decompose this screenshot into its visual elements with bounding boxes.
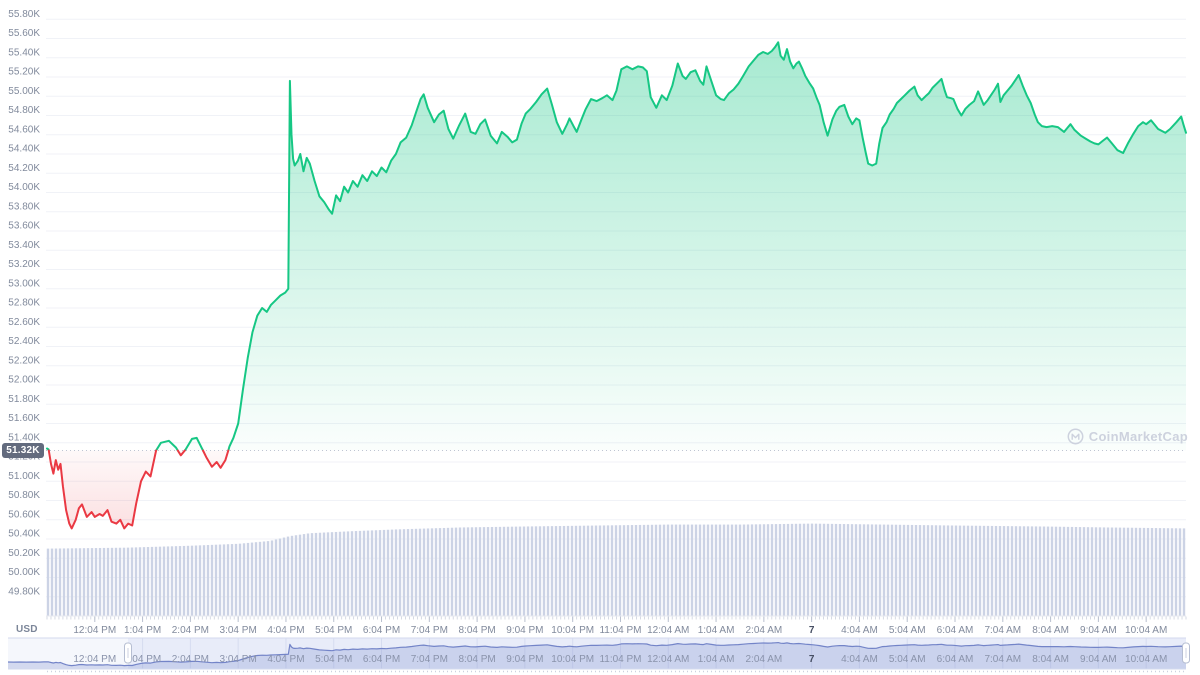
- navigator-tick-label: 4:04 PM: [267, 654, 304, 665]
- navigator-tick-label: 7:04 PM: [411, 654, 448, 665]
- navigator-tick-label: 2:04 PM: [172, 654, 209, 665]
- x-tick-label: 7:04 AM: [984, 625, 1021, 636]
- navigator-tick-label: 10:04 AM: [1125, 654, 1167, 665]
- watermark: CoinMarketCap: [1067, 428, 1188, 445]
- y-tick-label: 55.20K: [8, 67, 40, 78]
- x-tick-label: 10:04 PM: [551, 625, 594, 636]
- navigator-left-handle[interactable]: [124, 642, 132, 664]
- x-tick-label: 6:04 AM: [937, 625, 974, 636]
- navigator-tick-label: 1:04 PM: [124, 654, 161, 665]
- y-tick-label: 50.20K: [8, 548, 40, 559]
- y-tick-label: 54.40K: [8, 144, 40, 155]
- x-tick-label: 6:04 PM: [363, 625, 400, 636]
- y-tick-label: 52.20K: [8, 355, 40, 366]
- area-above-baseline: [47, 42, 1186, 451]
- x-tick-label: 8:04 PM: [458, 625, 495, 636]
- y-tick-label: 53.20K: [8, 259, 40, 270]
- navigator-selected-region[interactable]: [128, 638, 1186, 669]
- x-tick-label: 9:04 AM: [1080, 625, 1117, 636]
- x-axis: 12:04 PM 1:04 PM 2:04 PM 3:04 PM 4:04 PM 5:04…: [46, 615, 1187, 636]
- x-tick-label: 8:04 AM: [1032, 625, 1069, 636]
- navigator-tick-label: 3:04 PM: [220, 654, 257, 665]
- currency-unit-toggle[interactable]: USD: [16, 624, 38, 635]
- volume-bars: [46, 523, 1186, 616]
- y-tick-label: 52.60K: [8, 317, 40, 328]
- y-tick-label: 50.80K: [8, 490, 40, 501]
- navigator-tick-label: 12:04 PM: [73, 654, 116, 665]
- navigator-unselected-region: [8, 638, 128, 669]
- y-tick-label: 51.60K: [8, 413, 40, 424]
- price-line: [46, 41, 1187, 530]
- navigator[interactable]: 12:04 PM 1:04 PM 2:04 PM 3:04 PM 4:04 PM 5:04…: [7, 637, 1190, 673]
- navigator-tick-label: 12:04 AM: [647, 654, 689, 665]
- price-line-down: [47, 449, 230, 530]
- y-tick-label: 51.40K: [8, 432, 40, 443]
- y-tick-label: 52.00K: [8, 375, 40, 386]
- y-tick-label: 53.00K: [8, 278, 40, 289]
- navigator-tick-label: 6:04 PM: [363, 654, 400, 665]
- x-tick-label: 11:04 PM: [599, 625, 641, 636]
- y-tick-label: 55.40K: [8, 47, 40, 58]
- watermark-label: CoinMarketCap: [1088, 429, 1188, 444]
- x-tick-label: 10:04 AM: [1125, 625, 1167, 636]
- current-price-badge: 51.32K: [2, 443, 44, 458]
- x-tick-label: 12:04 PM: [73, 625, 116, 636]
- x-tick-label: 12:04 AM: [647, 625, 689, 636]
- x-tick-label: 7:04 PM: [411, 625, 448, 636]
- y-tick-label: 52.80K: [8, 298, 40, 309]
- y-tick-label: 50.40K: [8, 529, 40, 540]
- navigator-area: [8, 642, 1186, 669]
- y-tick-label: 50.60K: [8, 509, 40, 520]
- x-tick-label: 5:04 AM: [889, 625, 926, 636]
- y-tick-label: 54.80K: [8, 105, 40, 116]
- y-tick-label: 50.00K: [8, 567, 40, 578]
- y-tick-label: 53.60K: [8, 221, 40, 232]
- navigator-tick-label: 7: [809, 654, 815, 665]
- navigator-tick-label: 5:04 AM: [889, 654, 926, 665]
- navigator-tick-label: 6:04 AM: [937, 654, 974, 665]
- x-tick-label: 4:04 AM: [841, 625, 878, 636]
- y-tick-label: 49.80K: [8, 586, 40, 597]
- x-tick-label: 7: [809, 625, 815, 636]
- y-tick-label: 52.40K: [8, 336, 40, 347]
- navigator-tick-label: 10:04 PM: [551, 654, 594, 665]
- x-tick-label: 9:04 PM: [506, 625, 543, 636]
- navigator-tick-label: 8:04 AM: [1032, 654, 1069, 665]
- navigator-tick-label: 9:04 PM: [506, 654, 543, 665]
- navigator-tick-label: 8:04 PM: [458, 654, 495, 665]
- navigator-right-handle[interactable]: [1182, 642, 1190, 664]
- navigator-tick-label: 4:04 AM: [841, 654, 878, 665]
- x-tick-label: 1:04 AM: [698, 625, 735, 636]
- y-tick-label: 51.00K: [8, 471, 40, 482]
- navigator-tick-label: 1:04 AM: [698, 654, 735, 665]
- y-tick-label: 55.80K: [8, 9, 40, 20]
- x-tick-label: 3:04 PM: [220, 625, 257, 636]
- navigator-tick-label: 7:04 AM: [984, 654, 1021, 665]
- x-tick-label: 2:04 AM: [746, 625, 783, 636]
- x-tick-label: 1:04 PM: [124, 625, 161, 636]
- navigator-line: [7, 642, 1187, 667]
- y-tick-label: 54.00K: [8, 182, 40, 193]
- x-tick-label: 2:04 PM: [172, 625, 209, 636]
- y-tick-label: 55.00K: [8, 86, 40, 97]
- y-tick-label: 54.60K: [8, 124, 40, 135]
- y-tick-label: 53.40K: [8, 240, 40, 251]
- navigator-tick-label: 11:04 PM: [599, 654, 641, 665]
- x-tick-label: 4:04 PM: [267, 625, 304, 636]
- y-tick-label: 53.80K: [8, 201, 40, 212]
- y-tick-label: 55.60K: [8, 28, 40, 39]
- navigator-tick-label: 9:04 AM: [1080, 654, 1117, 665]
- price-line-up: [46, 41, 1187, 452]
- y-tick-label: 51.80K: [8, 394, 40, 405]
- navigator-tick-label: 2:04 AM: [746, 654, 783, 665]
- y-tick-label: 54.20K: [8, 163, 40, 174]
- coinmarketcap-logo-icon: [1067, 428, 1084, 445]
- x-tick-label: 5:04 PM: [315, 625, 352, 636]
- y-axis: 55.80K 55.60K 55.40K 55.20K 55.00K 54.80K 54.6…: [8, 9, 40, 598]
- navigator-tick-label: 5:04 PM: [315, 654, 352, 665]
